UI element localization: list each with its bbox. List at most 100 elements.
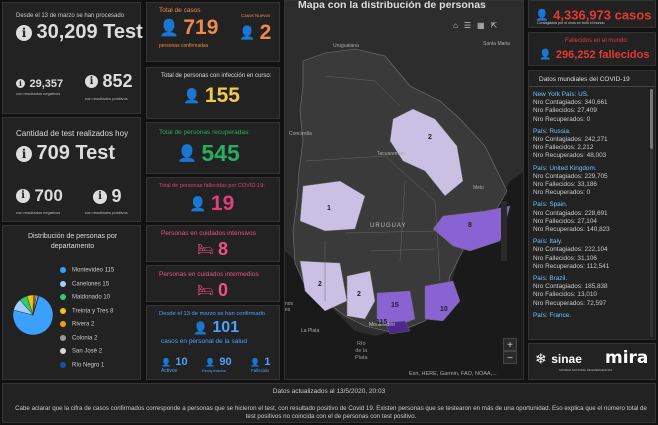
department-name: Río Negro xyxy=(72,362,102,369)
scrollbar[interactable] xyxy=(650,89,653,337)
zoom-out-button[interactable]: − xyxy=(503,351,517,364)
footer-panel: Datos actualizados al 13/5/2020, 20:03 C… xyxy=(2,383,656,423)
home-icon[interactable]: ⌂ xyxy=(453,21,464,30)
new-cases-label: Casos Nuevos xyxy=(241,13,271,18)
world-country-list[interactable]: New York País: US. Nro Contagiados: 340,6… xyxy=(533,91,647,324)
department-legend-item: Canelones 15 xyxy=(60,280,109,287)
total-cases-panel: Total de casos 👤 719 personas confirmada… xyxy=(146,2,280,62)
map-panel[interactable]: Mapa con la distribución de personas Uru… xyxy=(284,0,524,380)
total-cases-label: Total de casos xyxy=(159,7,201,14)
map-marker[interactable]: 15 xyxy=(391,302,399,309)
country-contagiados-line: Nro Contagiados: 185,838 xyxy=(533,283,608,291)
recovered-label: Total de personas recuperadas: xyxy=(159,129,251,136)
world-country-entry[interactable]: País: Italy. Nro Contagiados: 222,104 Nro … xyxy=(533,238,647,271)
today-tests-caption: Cantidad de test realizados hoy xyxy=(16,129,129,138)
map-label-uruguay: URUGUAY xyxy=(370,223,407,229)
deaths-panel: Total de personas fallecidas por COVID-1… xyxy=(146,177,280,222)
total-tests-row: i 30,209 Test xyxy=(16,21,143,44)
department-count: 115 xyxy=(104,267,115,274)
department-legend-item: San José 2 xyxy=(60,348,102,355)
health-workers-panel: Desde el 13 de marzo se han confirmado 👤… xyxy=(146,305,280,380)
country-fallecidos-line: Nro Fallecidos: 2,212 xyxy=(533,144,594,152)
map-marker[interactable]: 2 xyxy=(318,281,322,288)
total-cases-row: 👤 719 xyxy=(159,16,218,40)
map-label-tacuarembo: Tacuarembó xyxy=(377,151,405,157)
country-line: New York País: US. xyxy=(533,91,589,98)
pie-slice[interactable] xyxy=(32,295,40,316)
pie-slice[interactable] xyxy=(12,295,54,336)
map-marker[interactable]: 2 xyxy=(428,134,432,141)
department-legend-item: Maldonado 10 xyxy=(60,294,110,301)
map-label-montevideo: Montevideo xyxy=(369,322,395,328)
department-count: 2 xyxy=(94,335,98,342)
person-icon: 👤 xyxy=(250,358,260,367)
updated-text: Datos actualizados al 13/5/2020, 20:03 xyxy=(272,388,386,395)
health-deaths-label: Fallecido xyxy=(251,368,270,373)
info-icon: i xyxy=(16,189,30,203)
world-cases-row: 👤 4,336,973 casos xyxy=(535,6,651,24)
department-name: San José xyxy=(72,348,99,355)
total-tests-panel: Desde el 13 de marzo se han procesado i … xyxy=(2,2,143,114)
health-row: 👤 101 xyxy=(193,319,239,337)
world-country-entry[interactable]: País: Spain. Nro Contagiados: 228,691 Nro … xyxy=(533,201,647,234)
mira-logo: mira xyxy=(605,348,649,368)
country-line: País: Italy. xyxy=(533,238,563,246)
map-marker[interactable]: 115 xyxy=(376,319,388,326)
world-country-entry[interactable]: País: Brazil. Nro Contagiados: 185,838 Nro… xyxy=(533,275,647,308)
today-negative-label: con resultados negativos xyxy=(16,210,61,215)
world-cases-sub: Contagiados por el virus en todo el mund… xyxy=(537,21,605,25)
legend-color-swatch xyxy=(60,267,66,273)
world-country-entry[interactable]: País: United Kingdom. Nro Contagiados: 22… xyxy=(533,165,647,198)
map-label-rio-de-la-plata: Río de la Plata xyxy=(355,341,368,361)
department-legend-item: Treinta y Tres 8 xyxy=(60,307,113,315)
total-tests-value: 30,209 Test xyxy=(36,21,143,43)
list-icon[interactable]: ☰ xyxy=(463,21,478,30)
map-label-la-plata: La Plata xyxy=(301,328,320,334)
department-legend-item: Colonia 2 xyxy=(60,334,98,342)
world-deaths-label: Fallecidos en el mundo xyxy=(565,38,627,44)
department-legend-item: Río Negro 1 xyxy=(60,361,105,369)
department-name: Treinta y Tres xyxy=(72,308,111,315)
zoom-in-button[interactable]: + xyxy=(503,338,517,351)
map-marker[interactable]: 2 xyxy=(357,291,361,298)
department-distribution-panel: Distribución de personas por departament… xyxy=(2,225,141,380)
info-icon: i xyxy=(85,75,98,88)
fullscreen-icon[interactable]: ⇱ xyxy=(490,21,504,30)
world-deaths-value: 296,252 fallecidos xyxy=(555,48,650,61)
department-name: Maldonado xyxy=(72,294,104,301)
world-country-entry[interactable]: País: France. xyxy=(533,312,647,320)
health-deaths-row: 👤 1 xyxy=(250,352,271,370)
country-fallecidos-line: Nro Fallecidos: 33,186 xyxy=(533,181,597,189)
health-value: 101 xyxy=(212,319,240,336)
sinae-logo-text: sinae xyxy=(551,351,582,366)
person-icon: 👤 xyxy=(183,87,201,104)
department-pie-chart[interactable] xyxy=(11,293,55,337)
map-marker[interactable]: 1 xyxy=(327,205,331,212)
country-recuperados-line: Nro Recuperados: 72,597 xyxy=(533,299,607,307)
map-canvas[interactable] xyxy=(285,1,524,380)
info-icon: i xyxy=(16,79,25,89)
country-line: País: United Kingdom. xyxy=(533,164,597,172)
map-label-uruguaiana: Uruguaiana xyxy=(333,43,359,49)
person-icon: 👤 xyxy=(161,358,171,367)
logos-panel: ❄ sinae SISTEMA NACIONAL DE EMERGENCIAS … xyxy=(528,343,656,380)
intermediate-care-row: 🛏 0 xyxy=(197,280,228,301)
map-marker[interactable]: 10 xyxy=(440,306,448,313)
today-positive-value: 9 xyxy=(111,186,122,206)
world-list-panel[interactable]: Datos mundiales del COVID-19 New York Pa… xyxy=(528,70,656,340)
world-country-entry[interactable]: País: Russia. Nro Contagiados: 242,271 Nro… xyxy=(533,128,647,161)
department-count: 1 xyxy=(101,362,105,369)
department-chart-title: Distribución de personas por departament… xyxy=(27,233,118,250)
country-recuperados-line: Nro Recuperados: 140,823 xyxy=(533,226,610,234)
today-tests-value: 709 Test xyxy=(36,142,116,164)
map-marker[interactable]: 8 xyxy=(468,222,472,229)
negative-tests-label: con resultados negativos xyxy=(16,91,61,96)
layers-icon[interactable]: ▦ xyxy=(477,21,491,30)
department-name: Rivera xyxy=(72,321,92,328)
bed-icon: 🛏 xyxy=(197,282,214,298)
deaths-label: Total de personas fallecidas por COVID-1… xyxy=(159,183,265,189)
world-country-entry[interactable]: New York País: US. Nro Contagiados: 340,6… xyxy=(533,91,647,124)
divider xyxy=(529,86,655,87)
today-positive-label: con resultados positivos xyxy=(85,210,128,215)
sinae-logo: ❄ sinae xyxy=(535,350,582,368)
